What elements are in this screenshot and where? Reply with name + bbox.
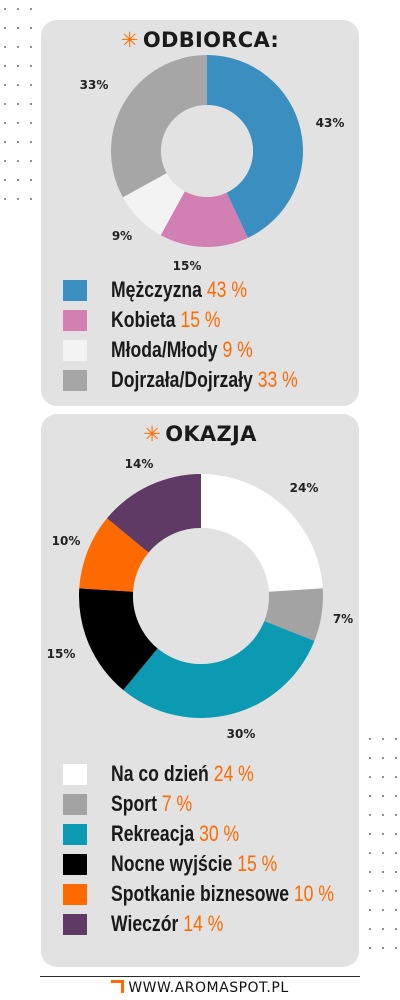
legend-name: Sport: [111, 791, 162, 816]
asterisk-icon: ✳: [143, 422, 162, 446]
decorative-dots-top-left: [0, 0, 45, 215]
legend-swatch: [63, 370, 87, 391]
legend-percent: 24 %: [213, 761, 254, 786]
legend-label: Spotkanie biznesowe 10 %: [111, 881, 334, 907]
legend-percent: 33 %: [257, 367, 298, 392]
slice-percent-label: 15%: [47, 647, 76, 661]
legend-swatch: [63, 824, 87, 845]
slice-percent-label: 24%: [290, 481, 319, 495]
aromaspot-logo-icon: [111, 980, 125, 993]
odbiorca-donut-chart: 43% 15% 9% 33%: [80, 55, 345, 273]
footer: WWW.AROMASPOT.PL: [0, 980, 400, 996]
slice-percent-label: 43%: [316, 116, 345, 130]
donut-slice-1: [201, 474, 323, 592]
legend-swatch: [63, 914, 87, 935]
legend-label: Rekreacja 30 %: [111, 821, 239, 847]
legend-percent: 15 %: [180, 307, 221, 332]
legend-name: Wieczór: [111, 911, 184, 936]
legend-label: Młoda/Młody 9 %: [111, 337, 253, 363]
donut-slice-3: [122, 173, 185, 236]
donut-slice-6: [106, 474, 201, 553]
legend-percent: 10 %: [293, 881, 335, 906]
legend-name: Nocne wyjście: [111, 851, 238, 876]
donut-slice-4: [79, 588, 158, 691]
odbiorca-panel: ✳ ODBIORCA: 43% 15% 9% 33% Mężczyzna 43 % Kob…: [41, 20, 359, 406]
legend-label: Nocne wyjście 15 %: [111, 851, 277, 877]
donut-hole: [161, 105, 253, 197]
legend-label: Na co dzień 24 %: [111, 761, 254, 787]
okazja-title-text: OKAZJA: [165, 422, 257, 446]
slice-percent-label: 15%: [173, 259, 202, 273]
donut-slice-1: [207, 55, 304, 238]
legend-swatch: [63, 764, 87, 785]
asterisk-icon: ✳: [120, 28, 139, 52]
okazja-panel: ✳ OKAZJA 24% 7% 30% 15% 10% 14% Na co dzień 24…: [41, 414, 359, 967]
legend-name: Kobieta: [111, 307, 181, 332]
legend-swatch: [63, 340, 87, 361]
legend-label: Dojrzała/Dojrzały 33 %: [111, 367, 298, 393]
legend-percent: 43 %: [206, 277, 247, 302]
okazja-donut-chart: 24% 7% 30% 15% 10% 14%: [47, 457, 354, 741]
legend-percent: 14 %: [183, 911, 224, 936]
odbiorca-title: ✳ ODBIORCA:: [41, 28, 359, 52]
slice-percent-label: 14%: [125, 457, 154, 471]
footer-divider: [40, 976, 360, 977]
legend-percent: 9 %: [222, 337, 253, 362]
legend-percent: 7 %: [161, 791, 193, 816]
legend-swatch: [63, 280, 87, 301]
donut-slice-3: [123, 621, 315, 718]
legend-name: Rekreacja: [111, 821, 200, 846]
legend-name: Spotkanie biznesowe: [111, 881, 294, 906]
donut-slice-2: [264, 588, 323, 641]
slice-percent-label: 30%: [227, 727, 256, 741]
donut-slice-2: [160, 191, 248, 247]
legend-swatch: [63, 854, 87, 875]
decorative-dots-bottom-right: [365, 730, 400, 960]
slice-percent-label: 33%: [80, 78, 109, 92]
legend-swatch: [63, 310, 87, 331]
footer-site-link[interactable]: WWW.AROMASPOT.PL: [128, 980, 289, 996]
slice-percent-label: 9%: [112, 229, 132, 243]
legend-label: Sport 7 %: [111, 791, 192, 817]
legend-percent: 30 %: [199, 821, 240, 846]
legend-name: Na co dzień: [111, 761, 214, 786]
legend-name: Młoda/Młody: [111, 337, 223, 362]
odbiorca-title-text: ODBIORCA:: [142, 28, 280, 52]
legend-name: Mężczyzna: [111, 277, 207, 302]
donut-hole: [133, 528, 269, 664]
okazja-title: ✳ OKAZJA: [41, 422, 359, 446]
legend-swatch: [63, 794, 87, 815]
legend-label: Mężczyzna 43 %: [111, 277, 247, 303]
slice-percent-label: 7%: [333, 612, 353, 626]
legend-label: Kobieta 15 %: [111, 307, 221, 333]
legend-swatch: [63, 884, 87, 905]
slice-percent-label: 10%: [52, 534, 81, 548]
legend-percent: 15 %: [237, 851, 278, 876]
legend-name: Dojrzała/Dojrzały: [111, 367, 258, 392]
legend-label: Wieczór 14 %: [111, 911, 223, 937]
donut-slice-4: [110, 55, 207, 198]
donut-slice-5: [79, 518, 149, 592]
